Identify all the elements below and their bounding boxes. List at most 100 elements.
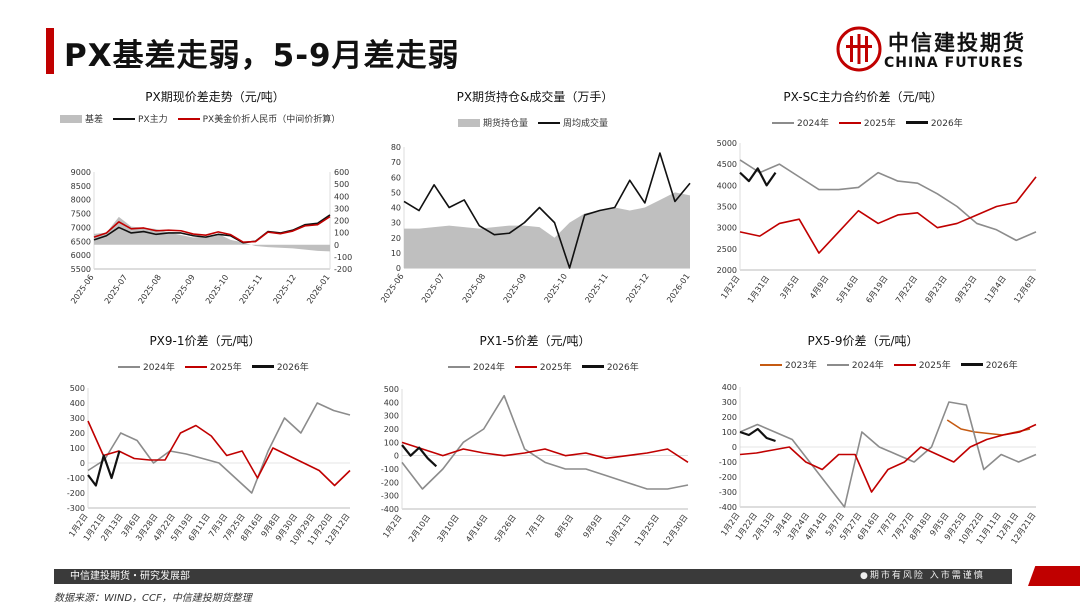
legend-line-swatch <box>772 121 794 124</box>
title-accent-bar <box>46 28 54 74</box>
x-tick-label: 11月25日 <box>633 513 661 548</box>
logo-mark-icon <box>836 26 882 72</box>
legend-label: 2026年 <box>606 363 639 373</box>
y-tick-label: 400 <box>70 399 85 408</box>
y-tick-label: 9000 <box>71 168 91 177</box>
x-tick-label: 3月10日 <box>436 513 461 544</box>
x-tick-label: 2025-11 <box>238 273 265 306</box>
y-tick-label: 5000 <box>717 139 737 148</box>
legend-line-swatch <box>177 117 200 120</box>
legend-label: 2024年 <box>797 119 829 129</box>
legend-label: 2025年 <box>539 363 572 373</box>
y-tick-label: 70 <box>391 158 401 167</box>
footer-red-accent <box>1028 566 1080 586</box>
chart-5-legend: 2024年 2025年 2026年 <box>448 360 645 373</box>
x-tick-label: 11月4日 <box>983 274 1008 305</box>
legend-line-swatch <box>538 121 561 124</box>
y-tick-label: 4500 <box>717 160 737 169</box>
legend-line-swatch <box>838 121 861 124</box>
y-right-tick-label: 0 <box>334 241 339 250</box>
y-tick-label: 400 <box>722 383 737 392</box>
y-tick-label: 300 <box>722 398 737 407</box>
y-tick-label: 20 <box>391 234 401 243</box>
x-tick-label: 2026-01 <box>305 273 332 306</box>
x-tick-label: 2月10日 <box>407 513 432 544</box>
y-tick-label: 6000 <box>71 251 91 260</box>
series-line-PX美金价折人民币（中间价折算） <box>93 215 331 243</box>
y-tick-label: 0 <box>394 452 399 461</box>
y-tick-label: -200 <box>381 478 399 487</box>
series-line-2024年 <box>401 394 689 490</box>
legend-label: PX主力 <box>138 115 168 125</box>
legend-label: 2026年 <box>276 363 309 373</box>
footer-bar <box>54 569 1012 584</box>
x-tick-label: 2025-12 <box>624 272 651 305</box>
chart-2-title: PX期货持仓&成交量（万手） <box>456 90 614 104</box>
x-tick-label: 2025-10 <box>204 273 231 306</box>
logo-chinese-text: 中信建投期货 <box>888 31 1026 55</box>
chart-6-plot: -400-300-200-10001002003004001月2日1月22日2月… <box>719 383 1038 546</box>
chart-2-legend: 期货持仓量 周均成交量 <box>458 116 614 129</box>
y-tick-label: -100 <box>67 474 85 483</box>
x-tick-label: 5月16日 <box>835 274 860 305</box>
legend-line-swatch <box>113 117 136 120</box>
y-tick-label: 6500 <box>71 237 91 246</box>
x-tick-label: 2025-07 <box>103 273 130 306</box>
legend-line-swatch <box>581 365 604 368</box>
x-tick-label: 12月30日 <box>661 513 689 548</box>
legend-label: 周均成交量 <box>563 119 609 129</box>
legend-area-swatch <box>60 114 82 123</box>
y-tick-label: -100 <box>381 465 399 474</box>
y-tick-label: -100 <box>719 458 737 467</box>
y-tick-label: 0 <box>80 459 85 468</box>
x-tick-label: 2025-07 <box>420 272 447 305</box>
y-tick-label: 30 <box>391 219 401 228</box>
chart-1-title: PX期现价差走势（元/吨） <box>145 90 285 104</box>
y-tick-label: 3500 <box>717 203 737 212</box>
series-line-周均成交量 <box>403 152 691 269</box>
series-area-期货持仓量 <box>404 192 690 268</box>
legend-label: 2024年 <box>851 361 884 371</box>
legend-label: 2023年 <box>785 361 817 371</box>
series-line-2026年 <box>739 167 777 187</box>
y-tick-label: -300 <box>67 504 85 513</box>
data-source-note: 数据来源：WIND，CCF，中信建投期货整理 <box>54 593 252 604</box>
legend-label: 2024年 <box>143 363 175 373</box>
series-line-2026年 <box>401 444 438 468</box>
x-tick-label: 2025-08 <box>137 273 164 306</box>
y-tick-label: -200 <box>719 473 737 482</box>
series-line-2025年 <box>401 441 689 464</box>
footer-department: 中信建投期货・研究发展部 <box>70 571 190 582</box>
y-tick-label: 500 <box>384 385 399 394</box>
x-tick-label: 2025-09 <box>170 273 197 306</box>
x-tick-label: 2025-09 <box>502 272 529 305</box>
y-right-tick-label: 200 <box>334 217 349 226</box>
y-right-tick-label: 100 <box>334 229 349 238</box>
chart-4-title: PX9-1价差（元/吨） <box>149 334 261 348</box>
y-tick-label: -300 <box>719 488 737 497</box>
x-tick-label: 2025-08 <box>461 272 488 305</box>
series-line-2025年 <box>87 420 351 487</box>
chart-3-plot: 2000 2500 3000 3500 4000 4500 5000 1月2日 1月31日 3月5… <box>717 139 1038 305</box>
y-right-tick-label: -100 <box>334 253 352 262</box>
legend-line-swatch <box>251 365 274 368</box>
logo-english-text: CHINA FUTURES <box>884 55 1024 71</box>
series-line-2024年 <box>739 159 1037 242</box>
legend-line-swatch <box>826 363 849 366</box>
legend-line-swatch <box>514 365 537 368</box>
y-tick-label: 500 <box>70 384 85 393</box>
x-tick-label: 7月22日 <box>894 274 919 305</box>
x-tick-label: 2025-12 <box>271 273 298 306</box>
y-tick-label: 200 <box>384 425 399 434</box>
x-tick-label: 4月16日 <box>464 513 489 544</box>
legend-label: 2024年 <box>473 363 505 373</box>
legend-line-swatch <box>760 363 782 366</box>
series-line-2025年 <box>739 176 1037 254</box>
y-tick-label: 400 <box>384 398 399 407</box>
y-tick-label: 100 <box>384 438 399 447</box>
legend-line-swatch <box>448 365 470 368</box>
y-tick-label: 2500 <box>717 245 737 254</box>
y-tick-label: 100 <box>70 444 85 453</box>
y-tick-label: -400 <box>719 503 737 512</box>
x-tick-label: 1月2日 <box>719 274 741 301</box>
